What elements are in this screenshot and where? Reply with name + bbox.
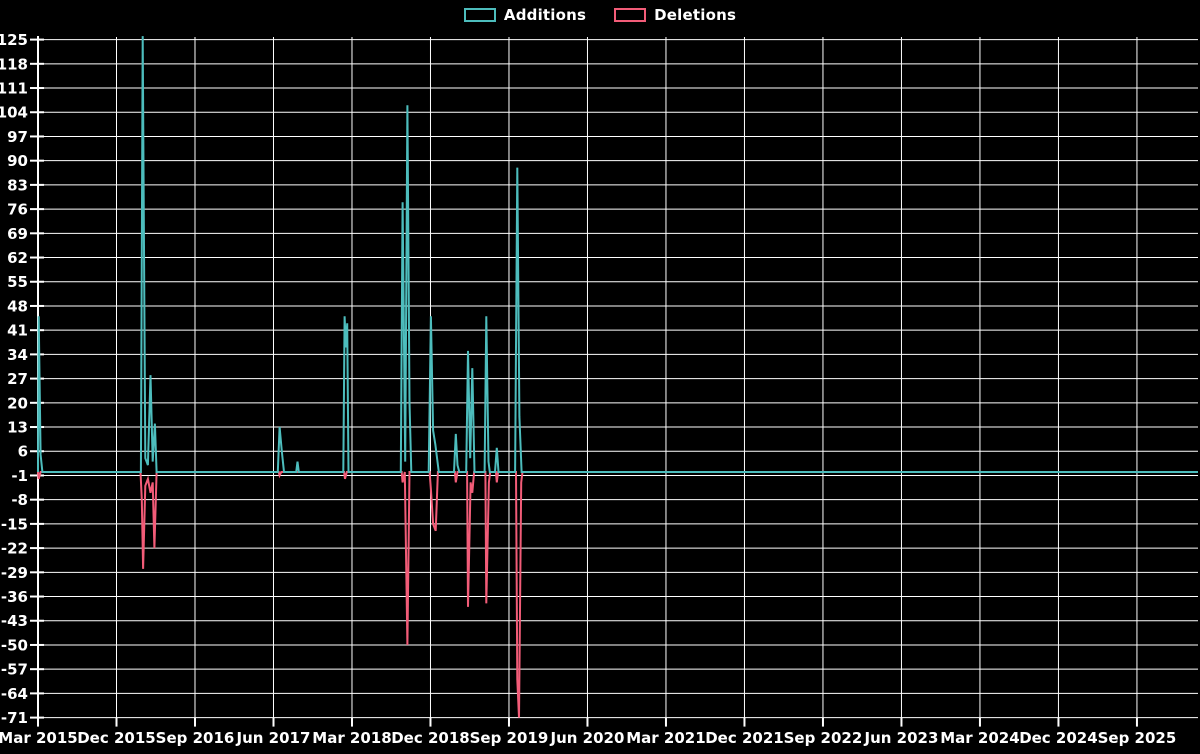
y-axis-label: 118 <box>0 55 28 73</box>
legend-item-additions: Additions <box>463 6 587 24</box>
y-axis-label: 41 <box>7 322 28 340</box>
y-axis-label: -64 <box>1 685 28 703</box>
y-axis-label: -71 <box>1 709 28 727</box>
y-axis-label: -15 <box>1 515 28 533</box>
y-axis-label: 6 <box>18 443 28 461</box>
legend-label-deletions: Deletions <box>654 6 737 24</box>
y-axis-label: 27 <box>7 370 28 388</box>
y-axis-label: 83 <box>7 176 28 194</box>
y-axis-label: 48 <box>7 297 28 315</box>
x-axis-label: Dec 2015 <box>77 729 156 747</box>
series-line-additions <box>37 36 1198 473</box>
y-axis-label: -50 <box>1 636 28 654</box>
y-axis-label: 111 <box>0 80 28 98</box>
y-axis-label: 125 <box>0 31 28 49</box>
x-axis-label: Dec 2024 <box>1019 729 1098 747</box>
legend-item-deletions: Deletions <box>614 6 736 24</box>
y-axis-label: 69 <box>7 225 28 243</box>
y-axis-label: 104 <box>0 104 28 122</box>
x-axis-label: Dec 2021 <box>705 729 784 747</box>
y-axis-label: 90 <box>7 152 28 170</box>
series-line-deletions <box>37 471 1198 718</box>
y-axis-label: -57 <box>1 661 28 679</box>
y-axis-label: 97 <box>7 128 28 146</box>
y-axis-label: 20 <box>7 394 28 412</box>
y-axis-label: 76 <box>7 201 28 219</box>
y-axis-label: 13 <box>7 419 28 437</box>
y-axis-label: -43 <box>1 612 28 630</box>
x-axis-label: Sep 2016 <box>156 729 235 747</box>
y-axis-label: 55 <box>7 273 28 291</box>
additions-swatch-icon <box>463 8 496 22</box>
legend-label-additions: Additions <box>503 6 587 24</box>
y-axis-label: -8 <box>11 491 28 509</box>
x-axis-label: Sep 2019 <box>470 729 549 747</box>
y-axis-label: -36 <box>1 588 28 606</box>
y-axis-label: -22 <box>1 540 28 558</box>
chart-legend: Additions Deletions <box>0 6 1200 24</box>
deletions-swatch-icon <box>614 8 647 22</box>
y-axis-label: -29 <box>1 564 28 582</box>
x-axis-label: Mar 2021 <box>626 729 705 747</box>
x-axis-label: Jun 2023 <box>863 729 938 747</box>
y-axis-label: 62 <box>7 249 28 267</box>
x-axis-label: Sep 2022 <box>784 729 863 747</box>
x-axis-label: Mar 2024 <box>940 729 1019 747</box>
x-axis-label: Sep 2025 <box>1098 729 1177 747</box>
y-axis-label: 34 <box>7 346 28 364</box>
x-axis-label: Jun 2020 <box>550 729 625 747</box>
y-axis-label: -1 <box>11 467 28 485</box>
x-axis-label: Mar 2018 <box>312 729 391 747</box>
x-axis-label: Jun 2017 <box>236 729 311 747</box>
x-axis-label: Dec 2018 <box>391 729 470 747</box>
x-axis-label: Mar 2015 <box>0 729 78 747</box>
